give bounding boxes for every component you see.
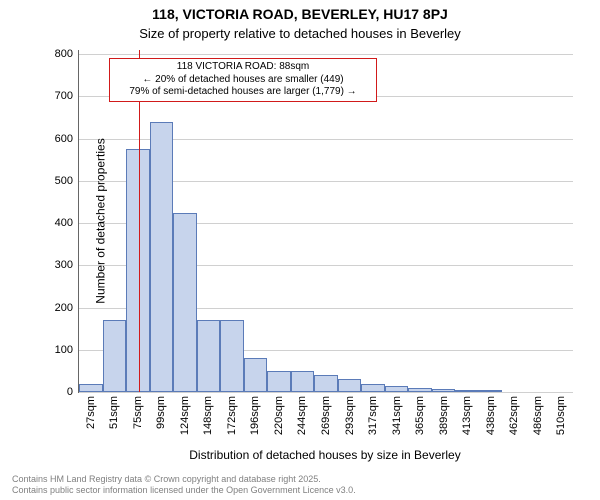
histogram-bar — [126, 149, 150, 392]
y-tick-label: 800 — [55, 48, 73, 60]
y-tick-label: 500 — [55, 175, 73, 187]
y-tick-label: 700 — [55, 90, 73, 102]
x-tick-label: 99sqm — [155, 396, 167, 429]
histogram-bar — [408, 388, 432, 392]
x-tick-label: 486sqm — [532, 396, 544, 435]
histogram-bar — [385, 386, 409, 392]
x-tick-label: 75sqm — [132, 396, 144, 429]
x-tick-label: 341sqm — [391, 396, 403, 435]
histogram-bar — [220, 320, 244, 392]
x-tick-label: 389sqm — [438, 396, 450, 435]
x-tick-label: 196sqm — [249, 396, 261, 435]
x-tick-label: 317sqm — [367, 396, 379, 435]
property-annotation: 118 VICTORIA ROAD: 88sqm← 20% of detache… — [109, 58, 377, 102]
histogram-bar — [361, 384, 385, 392]
plot-area: 010020030040050060070080027sqm51sqm75sqm… — [78, 50, 573, 393]
chart-container: 118, VICTORIA ROAD, BEVERLEY, HU17 8PJ S… — [0, 0, 600, 500]
histogram-bar — [291, 371, 315, 392]
x-tick-label: 413sqm — [461, 396, 473, 435]
x-tick-label: 148sqm — [202, 396, 214, 435]
x-tick-label: 27sqm — [85, 396, 97, 429]
footer-line: Contains public sector information licen… — [0, 485, 600, 496]
x-tick-label: 269sqm — [320, 396, 332, 435]
histogram-bar — [267, 371, 291, 392]
x-tick-label: 172sqm — [226, 396, 238, 435]
x-tick-label: 510sqm — [555, 396, 567, 435]
footer-line: Contains HM Land Registry data © Crown c… — [0, 474, 600, 485]
x-tick-label: 244sqm — [296, 396, 308, 435]
x-tick-label: 124sqm — [179, 396, 191, 435]
histogram-bar — [244, 358, 268, 392]
chart-title-main: 118, VICTORIA ROAD, BEVERLEY, HU17 8PJ — [0, 6, 600, 22]
y-axis-label: Number of detached properties — [94, 138, 108, 303]
histogram-bar — [103, 320, 127, 392]
x-tick-label: 51sqm — [108, 396, 120, 429]
y-tick-label: 100 — [55, 344, 73, 356]
y-tick-label: 600 — [55, 133, 73, 145]
x-tick-label: 365sqm — [414, 396, 426, 435]
x-axis-label: Distribution of detached houses by size … — [78, 448, 572, 462]
x-tick-label: 220sqm — [273, 396, 285, 435]
annotation-line: ← 20% of detached houses are smaller (44… — [114, 74, 372, 87]
y-tick-label: 200 — [55, 302, 73, 314]
gridline — [79, 54, 573, 55]
histogram-bar — [197, 320, 221, 392]
chart-title-sub: Size of property relative to detached ho… — [0, 26, 600, 41]
x-tick-label: 438sqm — [485, 396, 497, 435]
x-tick-label: 293sqm — [344, 396, 356, 435]
histogram-bar — [338, 379, 362, 392]
histogram-bar — [314, 375, 338, 392]
y-tick-label: 300 — [55, 259, 73, 271]
histogram-bar — [432, 389, 456, 392]
annotation-line: 118 VICTORIA ROAD: 88sqm — [114, 61, 372, 74]
gridline — [79, 392, 573, 393]
histogram-bar — [455, 390, 479, 392]
footer-attribution: Contains HM Land Registry data © Crown c… — [0, 474, 600, 496]
y-tick-label: 400 — [55, 217, 73, 229]
histogram-bar — [479, 390, 503, 392]
y-tick-label: 0 — [67, 386, 73, 398]
histogram-bar — [173, 213, 197, 392]
annotation-line: 79% of semi-detached houses are larger (… — [114, 86, 372, 99]
histogram-bar — [79, 384, 103, 392]
histogram-bar — [150, 122, 174, 392]
x-tick-label: 462sqm — [508, 396, 520, 435]
